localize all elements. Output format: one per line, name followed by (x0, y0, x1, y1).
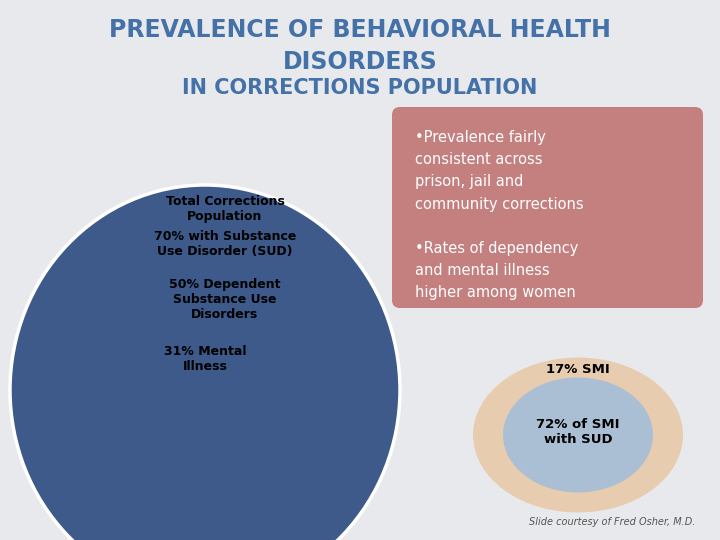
Ellipse shape (73, 242, 338, 537)
Text: 31% Mental
Illness: 31% Mental Illness (163, 345, 246, 373)
Ellipse shape (10, 185, 400, 540)
FancyBboxPatch shape (392, 107, 703, 308)
Text: PREVALENCE OF BEHAVIORAL HEALTH: PREVALENCE OF BEHAVIORAL HEALTH (109, 18, 611, 42)
Text: 70% with Substance
Use Disorder (SUD): 70% with Substance Use Disorder (SUD) (154, 230, 296, 258)
Ellipse shape (503, 377, 653, 492)
Ellipse shape (473, 357, 683, 512)
Text: Slide courtesy of Fred Osher, M.D.: Slide courtesy of Fred Osher, M.D. (528, 517, 695, 527)
Text: Total Corrections
Population: Total Corrections Population (166, 195, 284, 223)
Ellipse shape (40, 213, 370, 540)
Text: 50% Dependent
Substance Use
Disorders: 50% Dependent Substance Use Disorders (169, 278, 281, 321)
Ellipse shape (110, 280, 300, 500)
Text: 72% of SMI
with SUD: 72% of SMI with SUD (536, 418, 620, 446)
Text: 17% SMI: 17% SMI (546, 363, 610, 376)
Text: •Prevalence fairly
consistent across
prison, jail and
community corrections

•Ra: •Prevalence fairly consistent across pri… (415, 130, 584, 300)
Text: DISORDERS: DISORDERS (283, 50, 437, 74)
Text: IN CORRECTIONS POPULATION: IN CORRECTIONS POPULATION (182, 78, 538, 98)
